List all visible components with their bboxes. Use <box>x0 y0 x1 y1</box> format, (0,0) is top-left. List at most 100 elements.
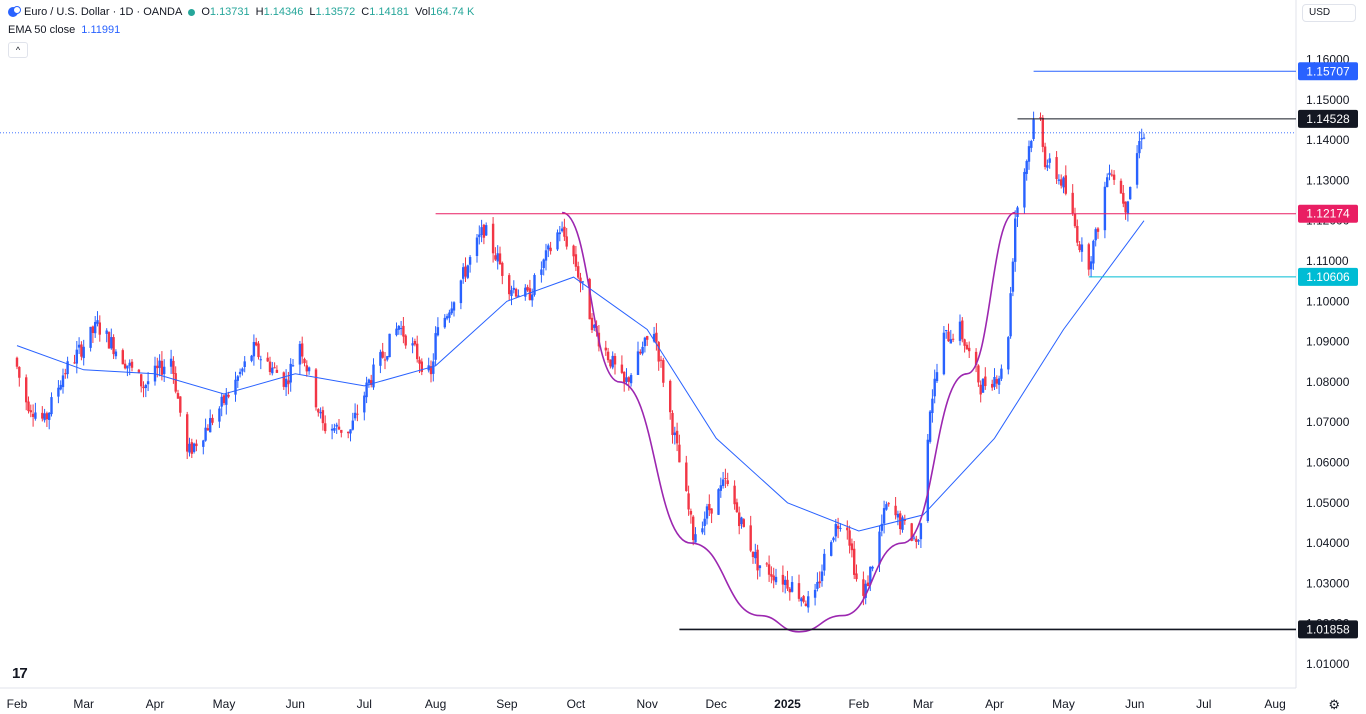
candle-body <box>91 326 95 333</box>
currency-select[interactable]: USD <box>1302 4 1356 22</box>
candle-body <box>289 363 292 383</box>
y-tick-label: 1.08000 <box>1306 375 1350 389</box>
candle-body <box>195 443 198 447</box>
candle-body <box>34 412 37 419</box>
candle-body <box>222 395 226 404</box>
candle-body <box>823 553 826 571</box>
candle-body <box>710 508 713 514</box>
candle-body <box>958 321 962 341</box>
high-label: H <box>255 6 264 18</box>
candle-body <box>303 358 306 364</box>
candle-body <box>933 378 936 397</box>
candle-body <box>524 287 527 297</box>
candle-body <box>659 359 663 361</box>
candle-body <box>754 551 757 559</box>
x-tick-label: Mar <box>73 697 94 711</box>
ema-label[interactable]: EMA 50 close <box>8 24 76 36</box>
y-tick-label: 1.11000 <box>1306 254 1349 268</box>
x-tick-label: Jun <box>286 697 305 711</box>
candle-body <box>526 286 529 291</box>
candle-body <box>1062 177 1065 188</box>
candle-body <box>397 325 400 330</box>
candle-body <box>508 275 511 295</box>
candle-body <box>448 312 451 318</box>
candle-body <box>432 361 435 374</box>
candle-body <box>834 524 837 537</box>
candle-body <box>255 342 258 346</box>
candle-body <box>692 516 695 541</box>
symbol-icon <box>8 6 21 17</box>
candle-body <box>804 603 808 606</box>
candle-body <box>337 426 341 430</box>
candle-body <box>257 343 260 358</box>
volume-label: Vol <box>414 6 431 18</box>
x-tick-label: May <box>213 697 236 711</box>
candle-body <box>123 363 127 369</box>
low-label: L <box>309 6 316 18</box>
candle-body <box>1108 172 1111 175</box>
candle-body <box>41 412 44 419</box>
candle-body <box>512 287 515 290</box>
candle-body <box>533 274 536 295</box>
candle-body <box>128 362 131 366</box>
candle-body <box>788 588 791 593</box>
candle-body <box>347 431 350 434</box>
candle-body <box>820 571 824 582</box>
candle-body <box>243 361 246 368</box>
y-tick-label: 1.05000 <box>1306 496 1350 510</box>
candle-body <box>1046 165 1049 168</box>
candle-body <box>544 250 548 261</box>
candle-body <box>27 401 30 412</box>
candle-body <box>540 269 543 275</box>
symbol-title[interactable]: Euro / U.S. Dollar · 1D · OANDA <box>24 6 183 18</box>
candle-body <box>531 294 534 301</box>
candle-body <box>383 359 387 361</box>
candle-body <box>482 224 486 238</box>
candle-body <box>25 377 28 403</box>
legend-collapse-button[interactable]: ^ <box>8 42 28 58</box>
candle-body <box>547 245 550 250</box>
candle-body <box>172 360 175 374</box>
candle-body <box>381 351 384 358</box>
price-tag-label: 1.01858 <box>1306 622 1350 636</box>
candle-body <box>75 349 78 364</box>
candle-body <box>949 339 952 344</box>
price-tag-label: 1.15707 <box>1306 64 1350 78</box>
candle-body <box>765 563 768 565</box>
candle-body <box>818 581 821 584</box>
candle-body <box>848 530 851 546</box>
candle-body <box>813 589 817 598</box>
candle-body <box>466 265 469 278</box>
candle-body <box>48 412 51 420</box>
candle-body <box>565 236 568 247</box>
candle-body <box>353 412 357 419</box>
candle-body <box>59 384 62 390</box>
candle-body <box>620 364 624 373</box>
candle-body <box>188 443 191 453</box>
candle-body <box>107 332 111 349</box>
candle-body <box>121 350 124 365</box>
candle-body <box>588 279 591 320</box>
candle-body <box>627 377 630 382</box>
candle-body <box>662 360 665 383</box>
candle-body <box>301 343 304 357</box>
tradingview-logo-icon[interactable]: 17 <box>12 665 28 682</box>
y-tick-label: 1.15000 <box>1306 93 1350 107</box>
candle-body <box>330 428 334 431</box>
candle-body <box>910 523 913 541</box>
candle-body <box>945 329 948 331</box>
price-tag <box>1298 204 1358 223</box>
candle-body <box>740 517 743 525</box>
candle-body <box>1089 261 1093 270</box>
y-tick-label: 1.01000 <box>1306 657 1350 671</box>
candle-body <box>613 355 617 365</box>
candle-body <box>496 253 499 262</box>
candle-body <box>234 379 237 395</box>
candle-body <box>186 414 189 452</box>
candle-body <box>790 582 794 592</box>
gear-icon[interactable]: ⚙ <box>1328 697 1340 712</box>
candle-body <box>689 510 693 515</box>
candle-body <box>836 525 840 529</box>
x-tick-label: Nov <box>637 697 658 711</box>
